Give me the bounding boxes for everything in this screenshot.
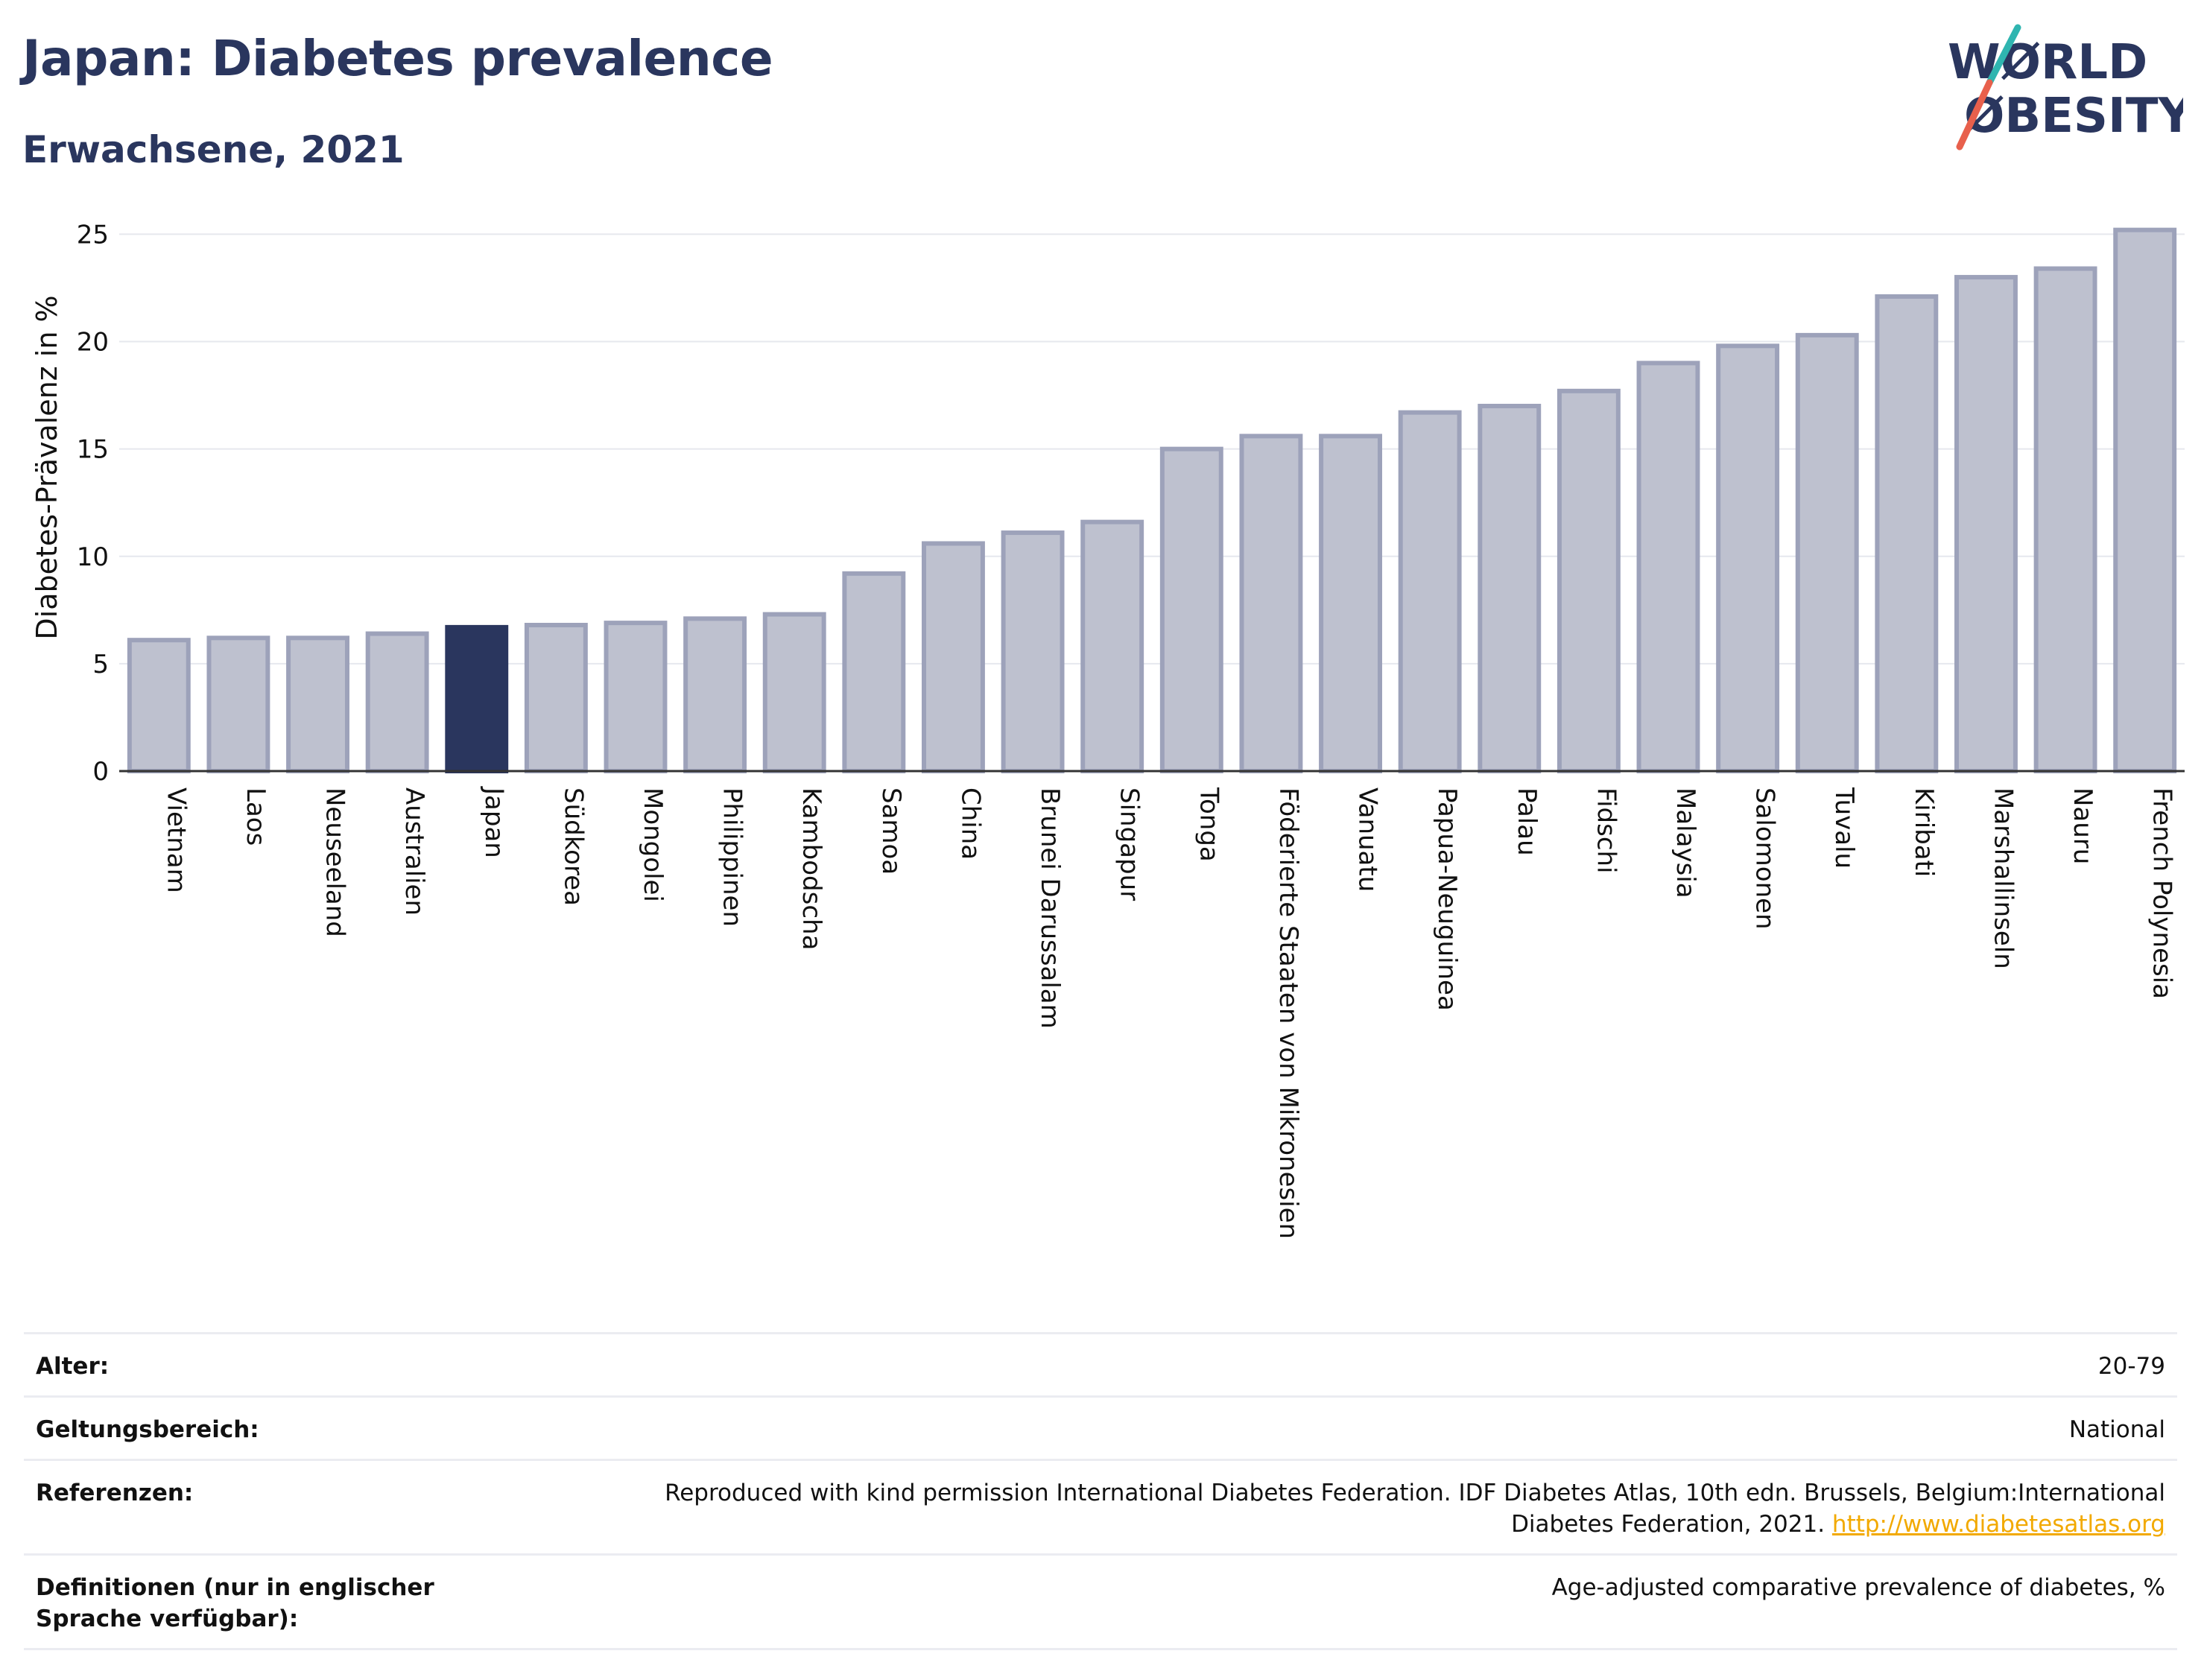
y-tick-label: 5	[92, 650, 109, 679]
bar-laos[interactable]	[209, 638, 267, 771]
bar-föderierte-staaten-von-mikronesien[interactable]	[1241, 436, 1300, 771]
bar-china[interactable]	[924, 543, 983, 771]
row-key: Alter:	[24, 1334, 554, 1397]
bar-kiribati[interactable]	[1877, 297, 1936, 771]
x-tick-label: Singapur	[1115, 787, 1144, 901]
bar-brunei-darussalam[interactable]	[1004, 533, 1063, 771]
x-tick-label: Mongolei	[638, 787, 668, 902]
bar-marshallinseln[interactable]	[1957, 277, 2015, 771]
table-row: Alter: 20-79	[24, 1334, 2177, 1397]
x-tick-labels: Vietnam Laos Neuseeland Australien Japan Südk…	[161, 786, 2176, 1239]
bar-french-polynesia[interactable]	[2115, 230, 2174, 771]
x-tick-label: Tonga	[1194, 787, 1223, 862]
bar-australien[interactable]	[368, 634, 427, 771]
y-tick-labels: 0 5 10 15 20 25	[77, 220, 109, 787]
bar-singapur[interactable]	[1083, 522, 1141, 771]
y-tick-label: 10	[77, 542, 109, 572]
bar-samoa[interactable]	[844, 574, 903, 771]
x-tick-label: Philippinen	[718, 787, 747, 927]
x-tick-label: Nauru	[2068, 787, 2097, 864]
x-tick-label: Kambodscha	[797, 787, 826, 950]
x-tick-label: Brunei Darussalam	[1035, 787, 1065, 1029]
row-value: Reproduced with kind permission Internat…	[554, 1460, 2177, 1555]
row-value: 20-79	[554, 1334, 2177, 1397]
x-tick-label: Laos	[241, 787, 270, 846]
bar-nauru[interactable]	[2036, 269, 2095, 771]
bar-fidschi[interactable]	[1559, 391, 1618, 771]
bar-palau[interactable]	[1480, 406, 1539, 771]
reference-text-line-2: Diabetes Federation, 2021.	[1511, 1511, 1825, 1538]
row-value: Age-adjusted comparative prevalence of d…	[554, 1555, 2177, 1649]
bar-tonga[interactable]	[1162, 449, 1221, 771]
bar-philippinen[interactable]	[685, 618, 744, 771]
x-tick-label: Tuvalu	[1829, 787, 1859, 869]
bar-vanuatu[interactable]	[1321, 436, 1380, 771]
y-tick-label: 15	[77, 435, 109, 465]
y-tick-label: 20	[77, 328, 109, 358]
x-tick-label: Salomonen	[1750, 787, 1780, 930]
x-tick-label: Vanuatu	[1353, 787, 1383, 892]
table-row: Referenzen: Reproduced with kind permiss…	[24, 1460, 2177, 1555]
y-tick-label: 0	[92, 757, 109, 787]
bar-chart: 0 5 10 15 20 25 Vietnam Laos Neuseeland Australi…	[0, 0, 2204, 1326]
table-row: Geltungsbereich: National	[24, 1397, 2177, 1460]
y-axis-title: Diabetes-Prävalenz in %	[31, 295, 63, 639]
row-key: Definitionen (nur in englischer Sprache …	[24, 1555, 554, 1649]
x-tick-label: Samoa	[876, 787, 906, 875]
bar-vietnam[interactable]	[130, 640, 189, 771]
x-tick-label: Fidschi	[1591, 787, 1621, 874]
bar-papua-neuguinea[interactable]	[1401, 413, 1460, 771]
x-tick-label: Papua-Neuguinea	[1432, 787, 1462, 1011]
x-tick-label: Vietnam	[161, 787, 191, 893]
x-tick-label: Australien	[399, 787, 429, 916]
row-key: Referenzen:	[24, 1460, 554, 1555]
y-tick-label: 25	[77, 220, 109, 250]
bar-kambodscha[interactable]	[765, 615, 824, 771]
x-tick-label: French Polynesia	[2147, 787, 2177, 999]
x-tick-label: Neuseeland	[320, 787, 350, 937]
reference-link[interactable]: http://www.diabetesatlas.org	[1832, 1511, 2165, 1538]
grid-lines	[119, 234, 2185, 663]
bar-malaysia[interactable]	[1639, 363, 1698, 771]
x-tick-label: Föderierte Staaten von Mikronesien	[1273, 787, 1303, 1239]
x-tick-label: Südkorea	[558, 787, 588, 906]
x-tick-label: Kiribati	[1909, 787, 1939, 877]
x-tick-label: Palau	[1512, 787, 1542, 856]
x-tick-label: China	[955, 787, 985, 860]
reference-text-line-1: Reproduced with kind permission Internat…	[665, 1480, 2165, 1506]
bar-mongolei[interactable]	[607, 623, 665, 771]
bar-südkorea[interactable]	[527, 625, 586, 771]
bar-tuvalu[interactable]	[1798, 335, 1857, 771]
x-tick-label: Japan	[479, 786, 509, 858]
x-tick-label: Marshallinseln	[1988, 787, 2018, 969]
metadata-table: Alter: 20-79 Geltungsbereich: National R…	[24, 1332, 2177, 1650]
table-row: Definitionen (nur in englischer Sprache …	[24, 1555, 2177, 1649]
bars	[130, 230, 2174, 771]
bar-salomonen[interactable]	[1718, 346, 1777, 771]
bar-japan[interactable]	[447, 627, 506, 771]
row-value: National	[554, 1397, 2177, 1460]
bar-neuseeland[interactable]	[288, 638, 347, 771]
row-key: Geltungsbereich:	[24, 1397, 554, 1460]
x-tick-label: Malaysia	[1671, 787, 1700, 898]
